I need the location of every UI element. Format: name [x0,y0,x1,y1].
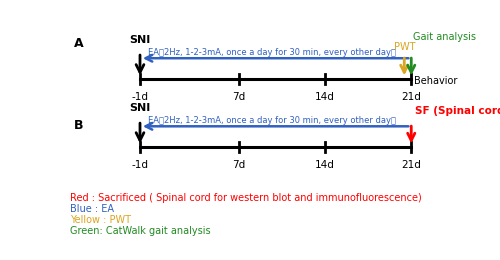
Text: 7d: 7d [232,160,245,170]
Text: -1d: -1d [132,160,148,170]
Text: PWT: PWT [394,42,415,52]
Text: -1d: -1d [132,92,148,102]
Text: 21d: 21d [402,160,421,170]
Text: 7d: 7d [232,92,245,102]
Text: Blue : EA: Blue : EA [70,204,114,214]
Text: EA（2Hz, 1-2-3mA, once a day for 30 min, every other day）: EA（2Hz, 1-2-3mA, once a day for 30 min, … [148,116,396,125]
Text: SNI: SNI [130,35,150,45]
Text: 14d: 14d [315,160,335,170]
Text: SF (Spinal cord): SF (Spinal cord) [415,106,500,116]
Text: Green: CatWalk gait analysis: Green: CatWalk gait analysis [70,226,211,236]
Text: Red : Sacrificed ( Spinal cord for western blot and immunofluorescence): Red : Sacrificed ( Spinal cord for weste… [70,193,422,203]
Text: B: B [74,119,84,132]
Text: 14d: 14d [315,92,335,102]
Text: Yellow : PWT: Yellow : PWT [70,215,131,225]
Text: Gait analysis: Gait analysis [413,32,476,42]
Text: A: A [74,37,84,50]
Text: 21d: 21d [402,92,421,102]
Text: SNI: SNI [130,103,150,113]
Text: Behavior: Behavior [414,76,458,86]
Text: EA（2Hz, 1-2-3mA, once a day for 30 min, every other day）: EA（2Hz, 1-2-3mA, once a day for 30 min, … [148,48,396,57]
